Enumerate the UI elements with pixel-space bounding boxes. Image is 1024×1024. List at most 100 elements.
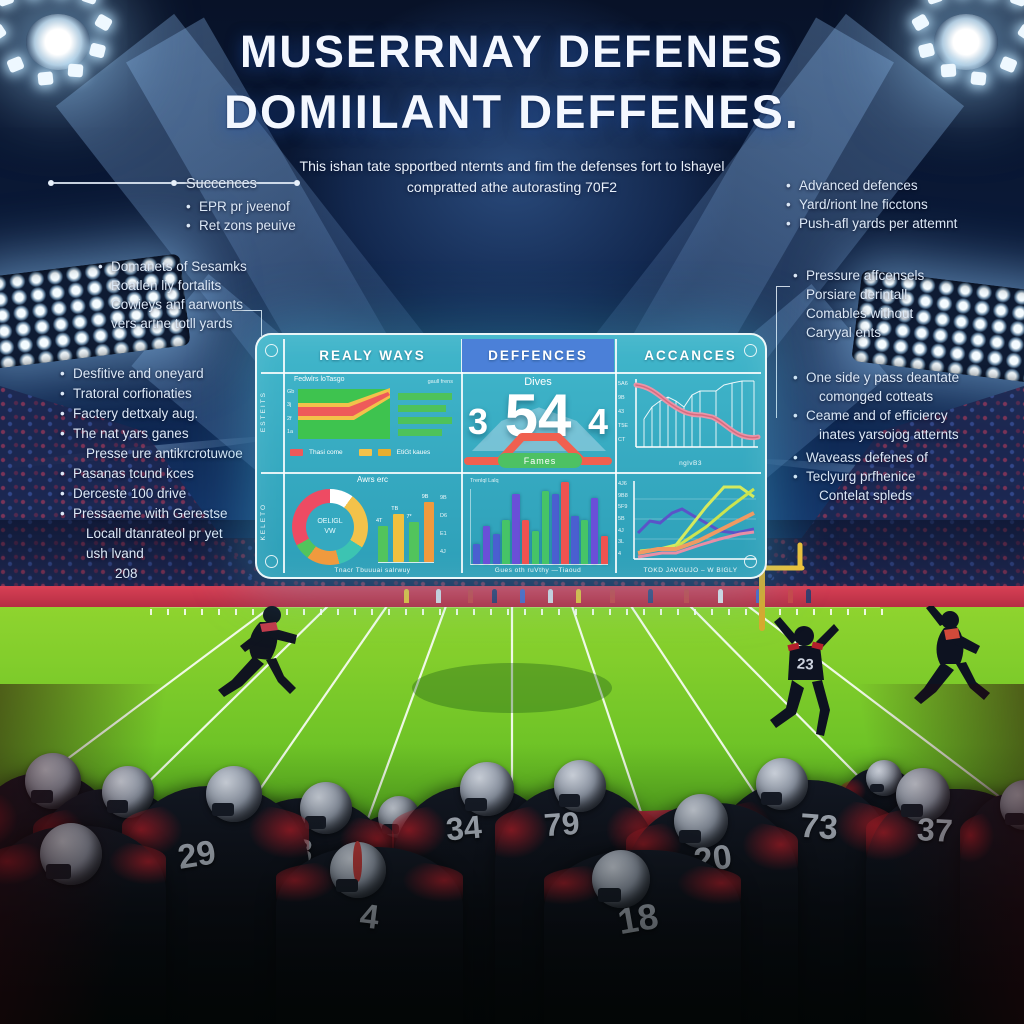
spectator-figure (436, 589, 441, 603)
axis-tick-label: T5E (618, 423, 629, 429)
helmet-stripe (918, 767, 927, 806)
legend-label: EtiGt kaues (396, 449, 431, 456)
annotation-line: • Ret zons peuive (186, 217, 296, 233)
subtitle-line-1: This ishan tate spportbed nternts and fi… (299, 158, 725, 174)
y-axis-labels: 9B D6 E1 4J (440, 495, 447, 555)
subtitle-line-2: compratted athe autorasting 70F2 (406, 179, 618, 195)
bar (590, 498, 599, 564)
annotation-line: Presse ure antikrcrotuwoe (86, 445, 243, 461)
mini-bar: 4T (376, 518, 389, 562)
helmet-stripe (65, 822, 76, 867)
field-wall (0, 586, 1024, 607)
cell-donut-chart: Awrs erc OELIGL VW 4T TB 7* 9B 9B D6 E1 4J Tna… (284, 473, 461, 580)
stats-dashboard-panel: ESTEITS KELETO REALY WAYS DEFFENCES ACCA… (255, 333, 767, 579)
bar (482, 526, 491, 564)
cell-performance-area-chart: Fedwlrs loTasgo Gb 3j 2f 1a gaull frens Tha… (284, 373, 461, 471)
cell-decline-line-chart: 5A6 9B 43 T5E CT nglvB3 (616, 373, 765, 471)
legend-swatch-red (290, 449, 303, 456)
chart-title: Fedwlrs loTasgo (294, 376, 345, 383)
annotation-line: Roatlen liy fortalits (111, 278, 222, 294)
player-helmet-icon (206, 766, 262, 822)
annotation-line: Cowieys anf aarwonts (111, 297, 244, 313)
annotation-line: • Desfitive and oneyard (60, 366, 204, 381)
donut-chart (292, 489, 368, 565)
panel-divider (283, 339, 285, 573)
mini-bar-chart: 4T TB 7* 9B (376, 491, 434, 563)
axis-tick-label: 3L (618, 539, 625, 546)
annotation-line: • Domanets of Sesamks (98, 259, 247, 274)
spectator-figure (492, 589, 497, 603)
area-chart (298, 388, 452, 439)
annotation-line: • One side y pass deantate (793, 370, 960, 385)
spectator-figure (576, 589, 581, 603)
mini-bar: TB (391, 506, 404, 562)
annotation-right-bottom-a: • One side y pass deantate comonged cottea… (793, 368, 1018, 445)
annotation-line: comonged cotteats (819, 389, 934, 405)
bar (541, 491, 550, 564)
football-player-silhouette (958, 758, 1024, 1024)
annotation-left-mid: • Domanets of Sesamks Roatlen liy fortalit… (98, 257, 298, 334)
annotation-line: • Teclyurg prfhenice (793, 469, 916, 485)
axis-tick-label: 43 (618, 409, 625, 415)
bar-chart (470, 482, 609, 565)
bar (581, 520, 589, 564)
annotation-line: inates yarsojog atternts (819, 427, 959, 443)
annotation-line: • Pasanas tcund kces (60, 465, 194, 481)
field-player-jumping: 23 (770, 617, 839, 736)
connector-line (776, 286, 790, 418)
annotation-line: Caryyal ents (806, 325, 882, 341)
jersey-number: 37 (916, 811, 954, 849)
bars-label: gaull frens (427, 379, 453, 385)
axis-tick-label: 4J (440, 549, 446, 555)
axis-tick-label: 3j (287, 402, 292, 409)
jersey-number: 29 (175, 833, 219, 877)
chart-title: Trenlql Lalq (470, 478, 499, 484)
spectator-figure (756, 589, 761, 603)
corner-screw-icon (744, 344, 757, 357)
axis-tick-label: 4J (618, 527, 624, 534)
mini-bar: 9B (422, 494, 434, 562)
corner-screw-icon (265, 555, 278, 568)
football-player-silhouette: 18 (540, 822, 745, 1024)
chart-caption: Tnacr Tbuuuai salrwuy (334, 567, 411, 574)
panel-header-accances: ACCANCES (644, 348, 737, 363)
corner-screw-icon (265, 344, 278, 357)
annotation-line: • Pressure affcensels (793, 268, 925, 283)
annotation-line: • Tratoral corfionaties (60, 385, 192, 401)
panel-divider (461, 339, 463, 573)
donut-center-label: OELIGL VW (317, 517, 343, 536)
y-axis-labels: 4J6 9B8 5F9 5B 4J 3L 4 (618, 481, 628, 557)
axis-tick-label: CT (618, 437, 626, 443)
annotation-line: ush lvand (86, 545, 144, 561)
panel-divider (261, 372, 761, 374)
annotation-line: • Ceame and of efficiercy (793, 408, 948, 424)
axis-tick-label: 4J6 (618, 481, 627, 487)
dotted-connector-line (48, 178, 300, 188)
player-body (960, 793, 1024, 1024)
axis-tick-label: E1 (440, 531, 447, 537)
helmet-stripe (575, 759, 584, 796)
chart-title: Awrs erc (357, 475, 388, 484)
jersey-number: 73 (798, 806, 840, 848)
axis-tick-label: D6 (440, 513, 448, 519)
helmet-stripe (321, 781, 330, 818)
kpi-title: Dives (524, 376, 552, 388)
annotation-line: • Factery dettxaly aug. (60, 405, 199, 421)
axis-tick-label: 5B (618, 515, 625, 522)
axis-tick-label: 2f (287, 415, 292, 422)
annotation-line: 208 (115, 565, 138, 581)
player-helmet-icon (554, 760, 606, 812)
spectator-figure (806, 589, 811, 603)
panel-header-deffences: DEFFENCES (462, 339, 614, 372)
annotation-line: • Advanced defences (786, 178, 918, 193)
floodlight-icon (0, 0, 138, 116)
annotation-left-top: Succences • EPR pr jveenof • Ret zons peuiv… (186, 174, 356, 235)
legend-label: Thasi come (309, 449, 343, 456)
bar (502, 520, 510, 564)
y-axis-labels: 5A6 9B 43 T5E CT (618, 381, 628, 443)
panel-divider (615, 339, 617, 573)
axis-tick-label: 9B (618, 395, 625, 401)
cell-bar-chart: Trenlql Lalq Gues oth ruVthy —Tiaoud (462, 473, 614, 580)
multi-line-chart (633, 481, 756, 560)
